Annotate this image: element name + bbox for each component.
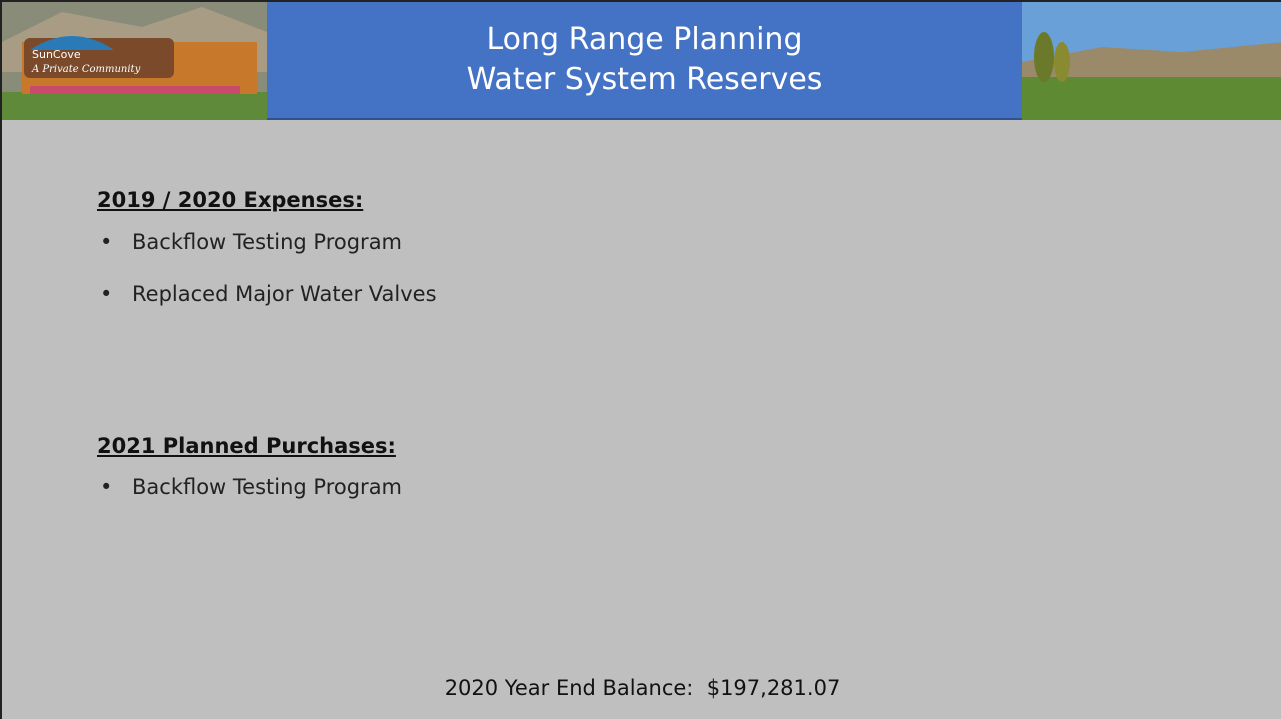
sign-name: SunCove [32,48,81,61]
title-line: Long Range Planning [486,22,803,57]
sign-photo: SunCove A Private Community [2,2,267,120]
balance-footer: 2020 Year End Balance: $197,281.07 [444,676,841,700]
bullet-item: Backflow Testing Program [100,230,402,254]
sign-tagline: A Private Community [31,64,141,75]
bullet-item: Backflow Testing Program [100,475,402,499]
bullet-item: Replaced Major Water Valves [100,282,437,306]
section-heading: 2019 / 2020 Expenses: [97,188,364,212]
section-heading: 2021 Planned Purchases: [97,434,396,458]
landscape-photo [1022,2,1281,120]
title-banner: Long Range Planning Water System Reserve… [267,2,1022,120]
title-line: Water System Reserves [466,62,823,97]
